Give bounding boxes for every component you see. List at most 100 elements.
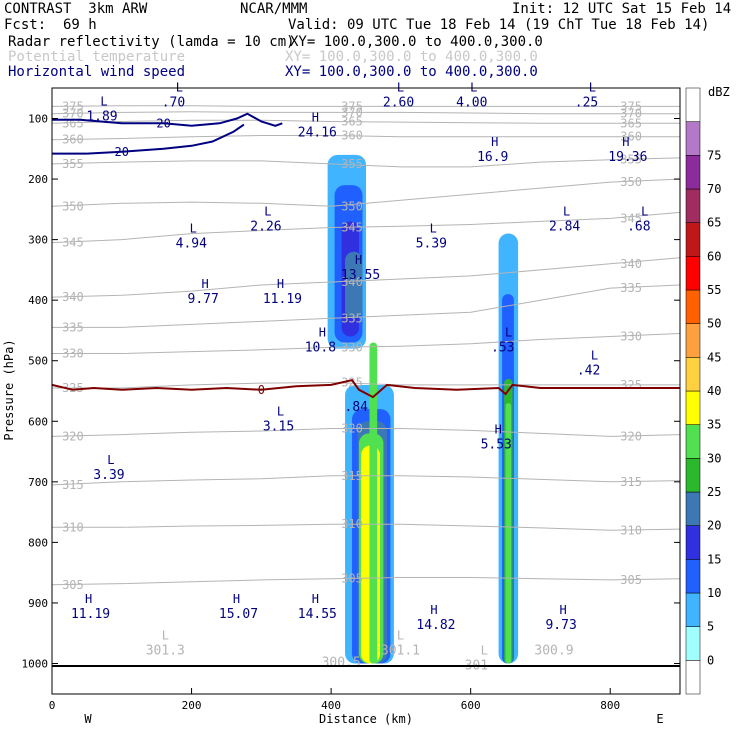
- theta-contour-label: 360: [62, 133, 84, 147]
- x-tick-label: 0: [49, 699, 56, 712]
- wind-extremum-value: 4.94: [176, 236, 207, 251]
- theta-contour-label: 350: [620, 175, 642, 189]
- wind-extremum-value: .68: [627, 220, 650, 235]
- colorbar-swatch: [685, 660, 701, 695]
- x-tick-label: 600: [461, 699, 481, 712]
- wind-extremum-mark: H: [491, 135, 498, 149]
- colorbar-swatch: [685, 559, 701, 594]
- org-name: NCAR/MMM: [240, 1, 308, 17]
- wind-extremum-mark: L: [107, 453, 114, 467]
- colorbar-level-label: 50: [707, 317, 721, 331]
- wind-extremum-value: .53: [491, 341, 514, 356]
- wind-contour-label: 0: [258, 383, 265, 397]
- fcst-label: Fcst:: [4, 17, 47, 33]
- theta-contour-label: 330: [341, 340, 363, 354]
- wind-extremum-value: .84: [345, 400, 369, 415]
- theta-extremum-value: 301.1: [381, 643, 420, 658]
- wind-extremum-value: 3.39: [93, 468, 124, 483]
- y-tick-label: 800: [28, 536, 48, 549]
- theta-contour: [52, 381, 680, 389]
- wind-extremum-value: 1.89: [86, 109, 117, 124]
- wind-extremum-mark: H: [559, 603, 566, 617]
- theta-contour-label: 370: [62, 107, 84, 121]
- theta-contour: [51, 428, 681, 437]
- y-tick-label: 900: [28, 597, 48, 610]
- wind-extremum-mark: L: [589, 80, 596, 94]
- theta-contour: [51, 105, 680, 107]
- colorbar-swatch: [685, 491, 701, 526]
- wind-extremum-mark: L: [470, 80, 477, 94]
- theta-contour-label: 320: [62, 429, 84, 443]
- theta-contour: [52, 333, 681, 354]
- theta-contour-label: 345: [341, 221, 363, 235]
- field-wind-xy: XY= 100.0,300.0 to 400.0,300.0: [285, 64, 538, 80]
- wind-extremum-value: 3.15: [263, 419, 294, 434]
- theta-contour: [51, 577, 681, 586]
- reflectivity-cell: [345, 251, 363, 319]
- theta-contour: [52, 523, 681, 531]
- wind-extremum-value: 13.55: [341, 268, 380, 283]
- wind-extremum-value: 2.60: [383, 95, 414, 110]
- wind-extremum-mark: H: [233, 592, 240, 606]
- colorbar-level-label: 25: [707, 485, 721, 499]
- wind-extremum-value: 11.19: [263, 292, 302, 307]
- wind-contour-label: 20: [115, 145, 129, 159]
- theta-contour-label: 335: [341, 311, 363, 325]
- colorbar-level-label: 15: [707, 552, 721, 566]
- theta-contour-label: 370: [341, 105, 363, 119]
- field-reflectivity: Radar reflectivity (lamda = 10 cm): [8, 34, 295, 50]
- theta-contour-label: 320: [341, 422, 363, 436]
- theta-contour: [51, 157, 681, 168]
- y-tick-label: 500: [28, 355, 48, 368]
- wind-extremum-mark: L: [430, 221, 437, 235]
- theta-contour: [52, 284, 681, 328]
- colorbar-title: dBZ: [708, 85, 730, 99]
- theta-contour-label: 305: [62, 578, 84, 592]
- wind-extremum-mark: H: [312, 592, 319, 606]
- colorbar-swatch: [685, 357, 701, 392]
- y-tick-label: 400: [28, 294, 48, 307]
- colorbar-swatch: [685, 525, 701, 560]
- colorbar-swatch: [685, 390, 701, 425]
- colorbar-swatch: [685, 188, 701, 223]
- wind-extremum-mark: H: [85, 592, 92, 606]
- wind-extremum-mark: L: [563, 205, 570, 219]
- colorbar-level-label: 75: [707, 148, 721, 162]
- wind-extremum-mark: H: [202, 277, 209, 291]
- wind-extremum-mark: L: [591, 349, 598, 363]
- theta-contour: [51, 211, 681, 244]
- theta-contour-label: 345: [620, 211, 642, 225]
- wind-extremum-mark: H: [495, 423, 502, 437]
- fcst-hour: 69 h: [63, 17, 97, 33]
- theta-contour-label: 315: [62, 478, 84, 492]
- west-label: W: [84, 712, 92, 726]
- init-time: Init: 12 UTC Sat 15 Feb 14: [512, 1, 732, 17]
- theta-contour-label: 335: [62, 320, 84, 334]
- wind-extremum-mark: L: [277, 404, 284, 418]
- theta-contour-label: 350: [62, 199, 84, 213]
- colorbar-swatch: [685, 222, 701, 257]
- y-tick-label: 300: [28, 234, 48, 247]
- wind-extremum-mark: L: [176, 80, 183, 94]
- valid-time: Valid: 09 UTC Tue 18 Feb 14 (19 ChT Tue …: [288, 17, 710, 33]
- wind-extremum-mark: L: [190, 221, 197, 235]
- theta-extremum-mark: L: [397, 628, 404, 642]
- x-tick-label: 800: [600, 699, 620, 712]
- theta-contour-label: 375: [620, 99, 642, 113]
- theta-contour: [51, 119, 680, 124]
- colorbar-swatch: [685, 592, 701, 627]
- theta-contour-label: 365: [620, 116, 642, 130]
- theta-contour-label: 325: [62, 381, 84, 395]
- theta-contour-label: 310: [620, 523, 642, 537]
- wind-extremum-value: 24.16: [298, 126, 337, 141]
- theta-extremum-mark: L: [481, 644, 488, 658]
- reflectivity-cell: [505, 403, 512, 664]
- colorbar-level-label: 70: [707, 182, 721, 196]
- theta-contour-label: 370: [620, 107, 642, 121]
- theta-contour-label: 355: [341, 157, 363, 171]
- wind-contour: [52, 112, 283, 127]
- theta-contour: [51, 178, 681, 207]
- wind-extremum-value: .25: [575, 95, 598, 110]
- theta-contour-label: 315: [620, 475, 642, 489]
- colorbar-level-label: 20: [707, 519, 721, 533]
